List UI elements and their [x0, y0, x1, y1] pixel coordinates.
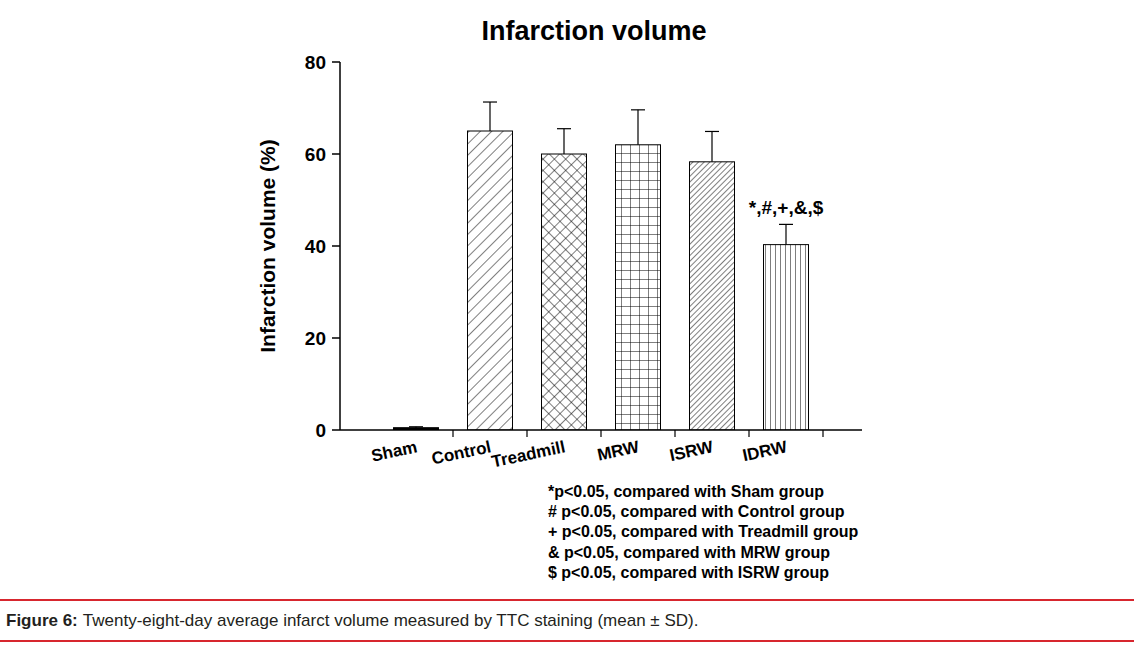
error-bar: [483, 102, 497, 131]
figure: Infarction volume Infarction volume (%) 0 2…: [0, 0, 1144, 654]
error-cap: [409, 426, 423, 427]
error-bar: [779, 224, 793, 244]
error-cap: [631, 109, 645, 110]
error-line: [785, 224, 786, 244]
x-tick: [822, 430, 823, 437]
x-tick-label: MRW: [596, 437, 642, 465]
error-cap: [483, 101, 497, 102]
x-tick: [748, 430, 749, 437]
error-line: [637, 110, 638, 145]
y-tick: [332, 337, 340, 339]
y-tick-label: 20: [305, 328, 326, 349]
error-line: [711, 131, 712, 161]
caption-rule: [0, 599, 1134, 601]
x-tick-label: Treadmill: [490, 437, 567, 471]
x-tick: [674, 430, 675, 437]
caption: Figure 6: Twenty-eight-day average infarc…: [6, 611, 698, 630]
x-tick-label: ISRW: [668, 437, 716, 465]
note: $ p<0.05, compared with ISRW group: [548, 564, 829, 581]
title: Infarction volume: [481, 16, 706, 46]
bars: [394, 102, 809, 430]
x-tick: [526, 430, 527, 437]
note: *p<0.05, compared with Sham group: [548, 483, 824, 500]
error-bar: [631, 110, 645, 145]
y-tick-label: 80: [305, 52, 326, 73]
x-tick: [452, 430, 453, 437]
error-bar: [409, 426, 423, 428]
y-tick-label: 40: [305, 236, 326, 257]
y-tick: [332, 245, 340, 247]
x-tick-label: Control: [430, 437, 493, 468]
error-cap: [779, 224, 793, 225]
y-tick: [332, 429, 340, 431]
bar: [468, 131, 513, 430]
caption-label: Figure 6:: [6, 611, 78, 630]
x-tick-label: IDRW: [741, 437, 790, 465]
error-cap: [557, 128, 571, 129]
error-cap: [705, 131, 719, 132]
y-tick-label: 60: [305, 144, 326, 165]
caption-rule: [0, 640, 1134, 642]
bar: [690, 162, 735, 430]
y-tick: [332, 153, 340, 155]
bar: [542, 154, 587, 430]
x-tick: [600, 430, 601, 437]
bar: [764, 245, 809, 430]
y-tick: [332, 61, 340, 63]
annotation: *,#,+,&,$: [749, 197, 824, 218]
note: + p<0.05, compared with Treadmill group: [548, 523, 859, 540]
caption-text: Twenty-eight-day average infarct volume …: [83, 611, 699, 630]
x-tick-label: Sham: [370, 437, 419, 465]
bar: [616, 145, 661, 430]
error-line: [563, 129, 564, 154]
y-axis-label: Infarction volume (%): [256, 139, 279, 353]
note: & p<0.05, compared with MRW group: [548, 544, 830, 561]
note: # p<0.05, compared with Control group: [548, 503, 845, 520]
error-bar: [705, 131, 719, 161]
y-tick-label: 0: [315, 420, 326, 441]
error-bar: [557, 129, 571, 154]
error-line: [489, 102, 490, 131]
